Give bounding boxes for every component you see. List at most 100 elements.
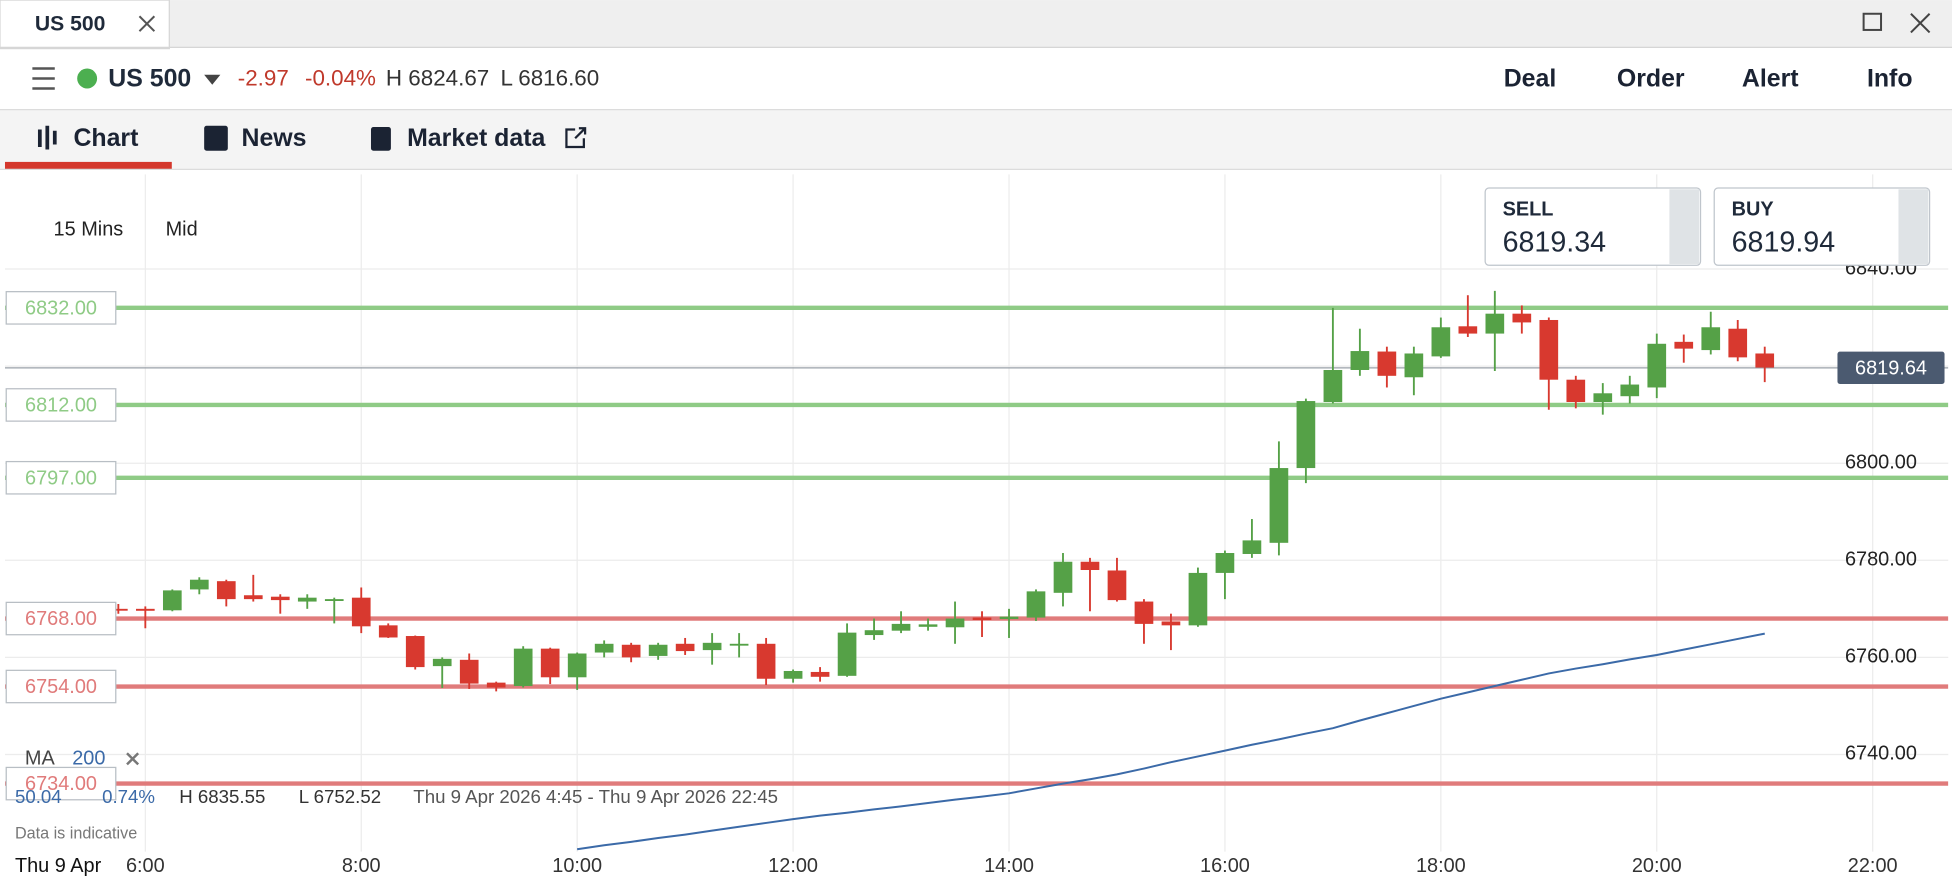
tab-bar <box>0 0 1952 48</box>
ma-label: MA <box>25 748 56 770</box>
tab-title: US 500 <box>35 13 106 36</box>
status-dot <box>77 68 98 89</box>
candle-body <box>1485 313 1505 334</box>
sell-label: SELL <box>1503 199 1554 221</box>
buy-price: 6819.94 <box>1732 227 1836 259</box>
x-tick-label: 20:00 <box>1632 855 1682 877</box>
buy-button-side <box>1898 189 1929 264</box>
news-icon <box>204 125 228 151</box>
level-label: 6734.00 <box>25 773 97 795</box>
instrument[interactable]: US 500 <box>108 64 191 92</box>
level-label-box[interactable] <box>5 291 117 325</box>
date-range: Thu 9 Apr 2026 4:45 - Thu 9 Apr 2026 22:… <box>413 786 778 807</box>
day-high: H 6824.67 <box>386 66 489 91</box>
level-label-box[interactable] <box>5 669 117 704</box>
buy-label: BUY <box>1732 199 1774 221</box>
candle-body <box>1107 570 1127 601</box>
external-link-icon <box>565 127 587 149</box>
candle-body <box>135 608 155 611</box>
range-high: H 6835.55 <box>179 786 265 807</box>
interval-selector[interactable]: 15 Mins <box>54 219 124 241</box>
ma-period: 200 <box>72 748 105 770</box>
info-button[interactable]: Info <box>1867 64 1913 92</box>
candle-body <box>1377 351 1397 376</box>
order-button[interactable]: Order <box>1617 64 1685 92</box>
level-label-box[interactable] <box>5 601 117 636</box>
candle-body <box>540 648 560 678</box>
candle-body <box>783 670 803 679</box>
candle-body <box>1647 343 1667 388</box>
level-label: 6768.00 <box>25 608 97 630</box>
nav-bar <box>0 109 1952 170</box>
candle-body <box>216 581 236 600</box>
last-price-badge <box>1837 351 1945 385</box>
chart-icon <box>37 125 57 150</box>
menu-icon[interactable] <box>32 67 55 90</box>
dropdown-caret[interactable] <box>204 74 221 85</box>
candle-body <box>432 658 452 667</box>
x-tick-label: 14:00 <box>984 855 1034 877</box>
candle-body <box>109 608 128 611</box>
level-label-box[interactable] <box>5 766 117 801</box>
price-type-selector[interactable]: Mid <box>166 219 198 241</box>
tab[interactable] <box>0 0 170 50</box>
sell-button-side <box>1669 189 1700 264</box>
nav-market-data[interactable]: Market data <box>407 124 545 152</box>
level-label-box[interactable] <box>5 388 117 422</box>
candle-body <box>918 624 938 627</box>
candle-body <box>864 630 884 636</box>
candle-body <box>162 590 182 611</box>
candle-body <box>729 643 749 646</box>
candle-body <box>459 659 479 684</box>
candle-body <box>1080 561 1100 571</box>
x-tick-label: 18:00 <box>1416 855 1466 877</box>
alert-button[interactable]: Alert <box>1742 64 1799 92</box>
candle-body <box>324 599 344 601</box>
ma-remove[interactable] <box>126 752 140 766</box>
buy-button[interactable] <box>1713 187 1931 266</box>
candle-body <box>1593 393 1613 403</box>
candle-body <box>1134 601 1154 624</box>
candle-body <box>1323 369 1343 403</box>
candle-body <box>702 642 722 651</box>
tab-close[interactable] <box>138 15 156 32</box>
deal-button[interactable]: Deal <box>1504 64 1557 92</box>
level-label: 6754.00 <box>25 676 97 698</box>
nav-news[interactable]: News <box>242 124 307 152</box>
candle-body <box>1620 384 1640 397</box>
candle-body <box>594 643 614 653</box>
candle-body <box>270 596 290 601</box>
candle-body <box>1566 379 1586 403</box>
candle-body <box>1701 327 1721 351</box>
data-note: Data is indicative <box>15 824 137 842</box>
candle-body <box>1431 327 1451 357</box>
candle-body <box>810 671 830 677</box>
active-tab-underline <box>4 161 172 170</box>
candle-body <box>648 644 668 656</box>
candle-body <box>621 644 641 658</box>
candle-body <box>1269 468 1289 543</box>
candle-body <box>945 618 965 628</box>
candle-body <box>999 616 1019 620</box>
close-icon[interactable] <box>1910 13 1931 34</box>
day-low: L 6816.60 <box>500 66 599 91</box>
candle-body <box>675 643 695 652</box>
candle-body <box>513 648 533 687</box>
candle-body <box>297 597 317 602</box>
sell-button[interactable] <box>1484 187 1702 266</box>
level-label-box[interactable] <box>5 460 117 495</box>
current-date: Thu 9 Apr <box>15 855 102 877</box>
x-tick-label: 12:00 <box>768 855 818 877</box>
change-pct: -0.04% <box>305 66 376 91</box>
candle-body <box>1215 553 1235 573</box>
candle-body <box>243 595 263 600</box>
nav-chart[interactable]: Chart <box>73 124 138 152</box>
candle-body <box>405 636 425 668</box>
x-tick-label: 22:00 <box>1848 855 1898 877</box>
maximize-icon[interactable] <box>1862 12 1883 31</box>
candle-body <box>1296 401 1316 469</box>
candle-body <box>972 617 992 621</box>
y-tick-label: 6780.00 <box>1845 549 1917 571</box>
last-price-label: 6819.64 <box>1855 357 1927 379</box>
candle-body <box>1539 319 1559 380</box>
